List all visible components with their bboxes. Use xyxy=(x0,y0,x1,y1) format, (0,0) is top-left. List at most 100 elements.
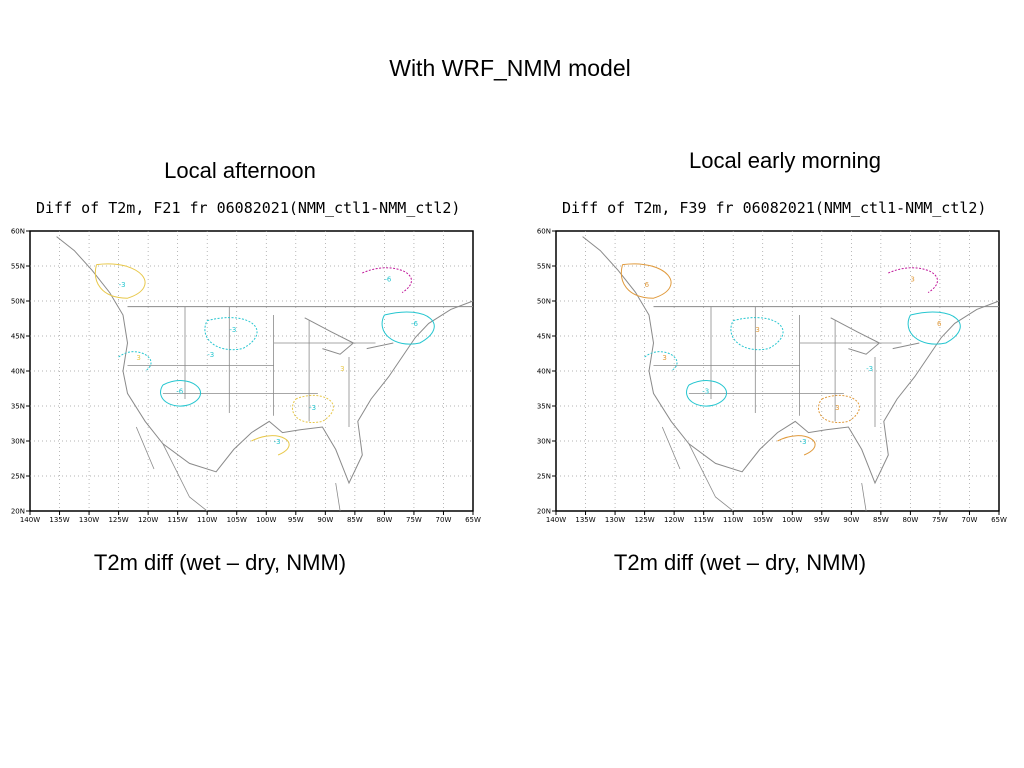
contour-line xyxy=(118,351,152,372)
contour-label: -3 xyxy=(274,438,281,446)
contour-label: -3 xyxy=(800,438,807,446)
lat-tick-label: 20N xyxy=(11,508,25,516)
contour-label: 3 xyxy=(755,326,759,334)
lon-tick-label: 130W xyxy=(605,516,625,524)
contour-line xyxy=(204,317,258,351)
map-early-morning-svg: Diff of T2m, F39 fr 06082021(NMM_ctl1-NM… xyxy=(537,199,1007,524)
contour-label: 6 xyxy=(645,281,650,289)
lat-tick-label: 45N xyxy=(537,333,551,341)
lon-tick-label: 75W xyxy=(932,516,948,524)
state-borders xyxy=(127,306,376,427)
coastline xyxy=(582,236,1000,485)
lon-axis: 140W 135W 130W 125W 120W 115W 110W 105W 100W 95W 9… xyxy=(20,511,481,524)
lat-tick-label: 60N xyxy=(537,228,551,236)
contour-line xyxy=(251,435,290,456)
contour-label: -3 xyxy=(229,326,236,334)
contour-label: 3 xyxy=(662,354,666,362)
contour-label: -3 xyxy=(119,281,126,289)
contour-line xyxy=(686,380,727,407)
contour-label: 3 xyxy=(136,354,140,362)
lon-tick-label: 120W xyxy=(664,516,684,524)
contour-line xyxy=(730,317,784,351)
lat-axis: 60N 55N 50N 45N 40N 35N 30N 25N 20N xyxy=(537,228,556,516)
mexico-coast xyxy=(661,426,867,512)
lon-tick-label: 130W xyxy=(79,516,99,524)
lon-tick-label: 135W xyxy=(49,516,69,524)
lat-tick-label: 40N xyxy=(537,368,551,376)
right-caption: T2m diff (wet – dry, NMM) xyxy=(613,550,867,575)
right-panel-label: Local early morning xyxy=(689,148,881,173)
lat-tick-label: 55N xyxy=(537,263,551,271)
lat-tick-label: 60N xyxy=(11,228,25,236)
contour-line xyxy=(777,435,816,456)
lon-tick-label: 105W xyxy=(753,516,773,524)
map-afternoon-svg: Diff of T2m, F21 fr 06082021(NMM_ctl1-NM… xyxy=(11,199,481,524)
map-title: Diff of T2m, F21 fr 06082021(NMM_ctl1-NM… xyxy=(36,199,460,217)
lon-axis: 140W 135W 130W 125W 120W 115W 110W 105W 100W 95W 9… xyxy=(546,511,1007,524)
map-gridlines xyxy=(30,231,473,511)
lon-tick-label: 95W xyxy=(288,516,304,524)
lon-tick-label: 115W xyxy=(694,516,714,524)
lat-tick-label: 20N xyxy=(537,508,551,516)
lon-tick-label: 140W xyxy=(546,516,566,524)
map-geography xyxy=(582,236,1000,512)
left-caption: T2m diff (wet – dry, NMM) xyxy=(93,550,347,575)
lon-tick-label: 110W xyxy=(197,516,217,524)
map-geography xyxy=(56,236,474,512)
lat-tick-label: 35N xyxy=(537,403,551,411)
map-frame xyxy=(555,230,1000,512)
contour-label: -6 xyxy=(384,275,392,283)
lon-tick-label: 140W xyxy=(20,516,40,524)
contour-label: -3 xyxy=(702,387,709,395)
map-contours: -3 -3 -6 -3 -6 3 -3 -6 3 -3 xyxy=(94,263,435,456)
lat-tick-label: 25N xyxy=(11,473,25,481)
lon-tick-label: 85W xyxy=(873,516,889,524)
lat-tick-label: 35N xyxy=(11,403,25,411)
lat-tick-label: 30N xyxy=(537,438,551,446)
map-panel-early-morning: Diff of T2m, F39 fr 06082021(NMM_ctl1-NM… xyxy=(528,193,1008,525)
lat-tick-label: 25N xyxy=(537,473,551,481)
lat-tick-label: 30N xyxy=(11,438,25,446)
lon-tick-label: 115W xyxy=(168,516,188,524)
contour-label: 3 xyxy=(835,404,839,412)
mexico-coast xyxy=(135,426,341,512)
lon-tick-label: 65W xyxy=(991,516,1007,524)
lon-tick-label: 85W xyxy=(347,516,363,524)
map-panel-afternoon: Diff of T2m, F21 fr 06082021(NMM_ctl1-NM… xyxy=(2,193,482,525)
lat-tick-label: 50N xyxy=(537,298,551,306)
left-panel-label: Local afternoon xyxy=(164,158,316,183)
lon-tick-label: 100W xyxy=(256,516,276,524)
lon-tick-label: 110W xyxy=(723,516,743,524)
lon-tick-label: 90W xyxy=(317,516,333,524)
contour-line xyxy=(381,311,435,345)
lat-tick-label: 45N xyxy=(11,333,25,341)
map-gridlines xyxy=(556,231,999,511)
contour-line xyxy=(907,311,961,345)
map-title: Diff of T2m, F39 fr 06082021(NMM_ctl1-NM… xyxy=(562,199,986,217)
contour-line xyxy=(160,380,201,407)
contour-line xyxy=(888,267,938,294)
map-contours: 6 3 -3 3 6 3 -3 3 -3 xyxy=(620,263,961,456)
lat-tick-label: 50N xyxy=(11,298,25,306)
lon-tick-label: 120W xyxy=(138,516,158,524)
lon-tick-label: 70W xyxy=(962,516,978,524)
lon-tick-label: 90W xyxy=(843,516,859,524)
lon-tick-label: 70W xyxy=(436,516,452,524)
contour-line xyxy=(620,263,672,299)
map-frame xyxy=(29,230,474,512)
lon-tick-label: 100W xyxy=(782,516,802,524)
contour-line xyxy=(362,267,412,294)
contour-label: -6 xyxy=(176,387,184,395)
state-borders xyxy=(653,306,902,427)
contour-label: -3 xyxy=(309,404,316,412)
contour-line xyxy=(644,351,678,372)
contour-label: 3 xyxy=(910,275,914,283)
contour-line xyxy=(94,263,146,299)
lon-tick-label: 135W xyxy=(575,516,595,524)
contour-label: -3 xyxy=(207,351,214,359)
lat-tick-label: 40N xyxy=(11,368,25,376)
lon-tick-label: 65W xyxy=(465,516,481,524)
contour-label: 6 xyxy=(937,320,942,328)
lat-axis: 60N 55N 50N 45N 40N 35N 30N 25N 20N xyxy=(11,228,30,516)
lon-tick-label: 80W xyxy=(902,516,918,524)
